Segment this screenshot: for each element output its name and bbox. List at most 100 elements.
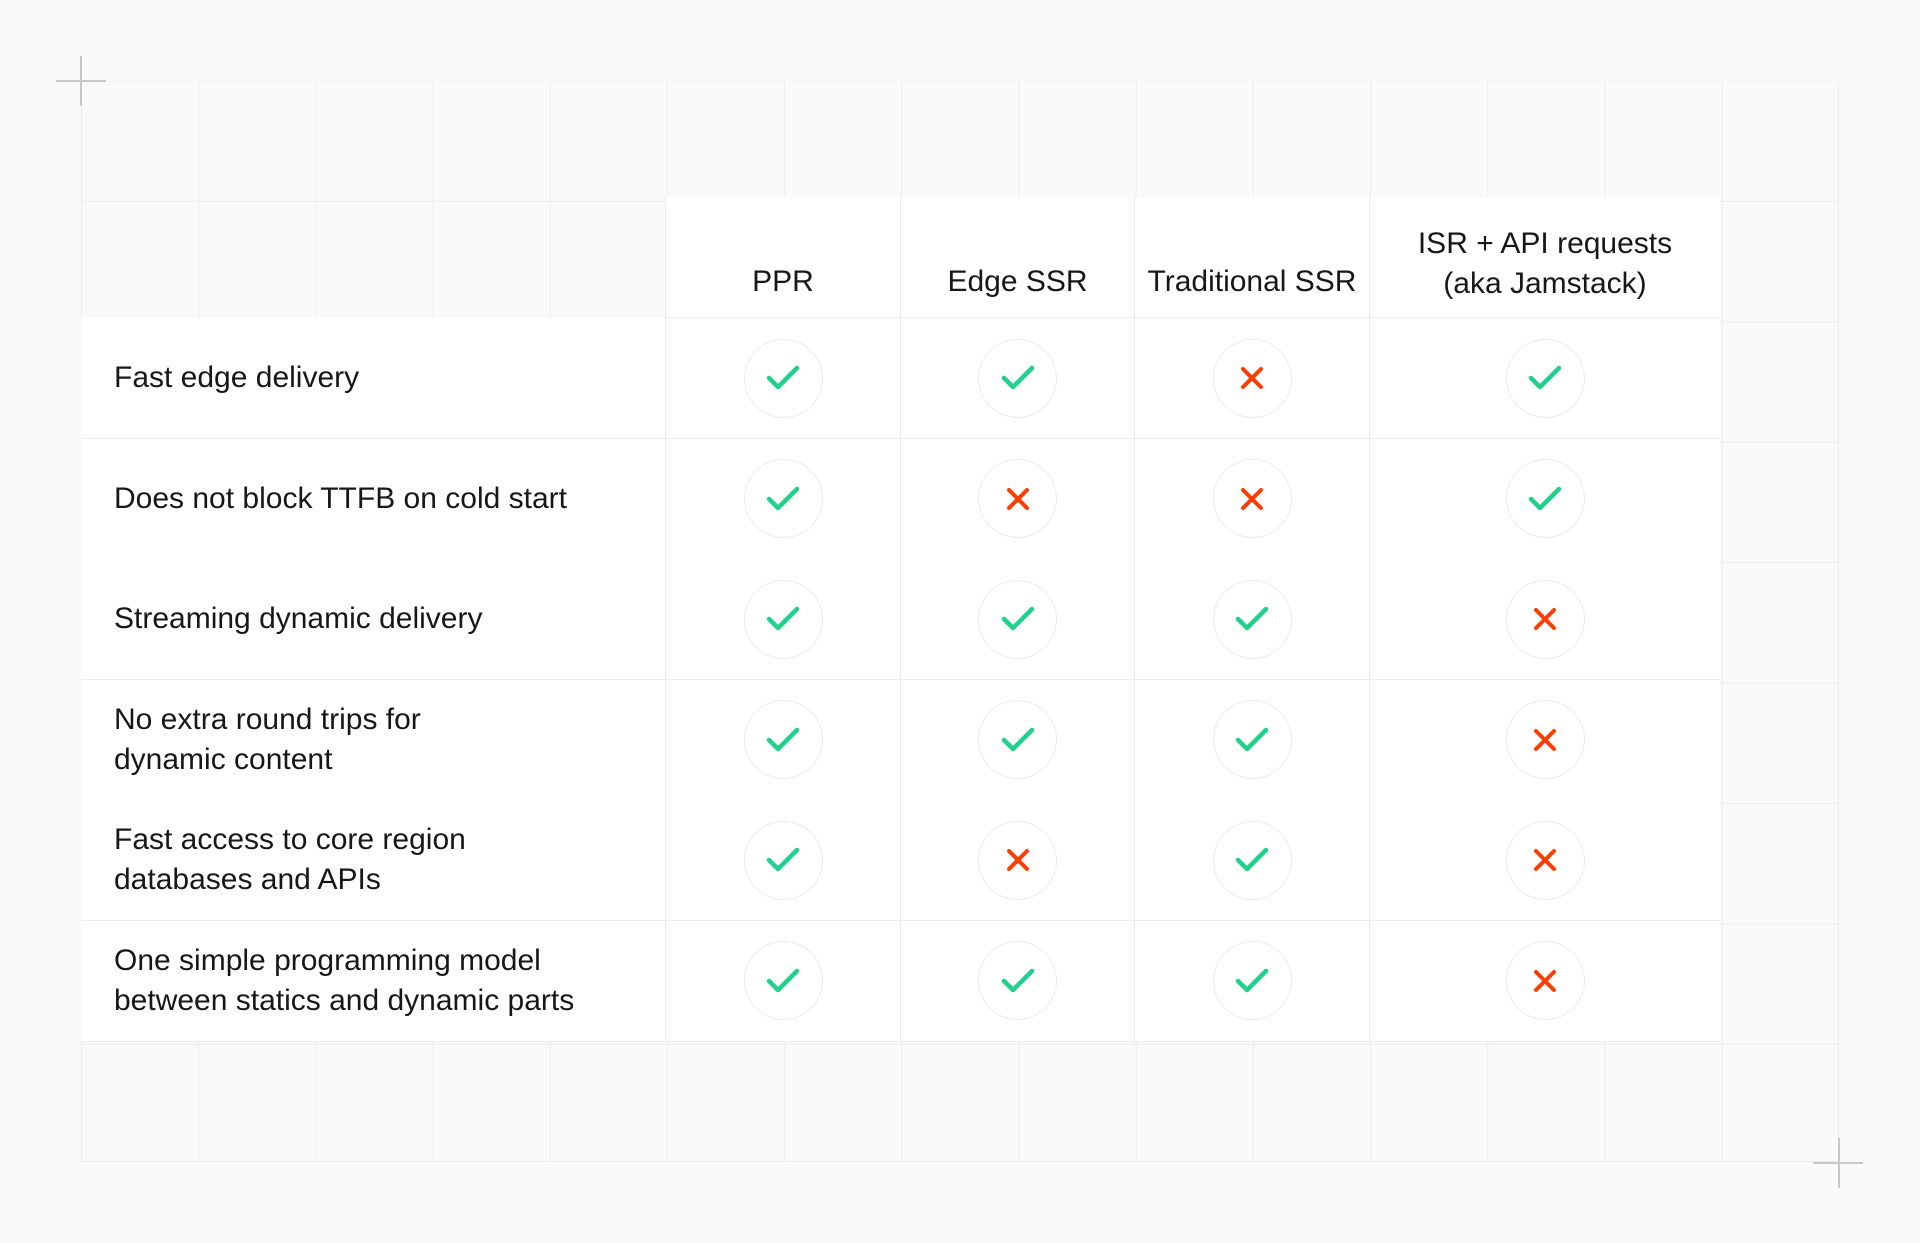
status-circle [743,941,823,1020]
cell-yes [665,920,900,1041]
status-circle [743,459,823,538]
cross-icon [1006,849,1029,871]
feature-label-line2: dynamic content [114,742,333,776]
status-circle [1212,338,1292,418]
cross-icon [1241,487,1263,510]
feature-label-line1: No extra round trips for [114,702,421,736]
check-icon [1001,365,1034,390]
check-icon [1001,606,1034,631]
status-circle [978,579,1057,659]
check-icon [766,727,800,751]
check-icon [766,847,800,872]
table-row: Streaming dynamic delivery [81,559,1720,680]
cell-yes [665,318,900,438]
status-circle [1212,941,1292,1020]
status-circle [1212,820,1292,900]
cell-yes [665,438,900,559]
status-circle [1212,579,1292,659]
status-circle [1505,700,1585,779]
table-row: Fast edge delivery [81,318,1720,439]
cell-yes [665,679,900,800]
cell-yes [1369,318,1720,438]
cell-no [1369,559,1720,679]
table-row: No extra round trips for dynamic content [81,679,1720,801]
corner-mark-bottom-right-v [1838,1138,1840,1188]
cross-icon [1534,728,1556,751]
feature-label: One simple programming model between stat… [114,921,654,1041]
cross-icon [1006,487,1029,510]
status-circle [1505,338,1585,418]
status-circle [978,338,1057,418]
table-header: PPR Edge SSR Traditional SSR ISR + API r… [665,197,1720,318]
cross-icon [1241,367,1263,389]
table-row: Does not block TTFB on cold start [81,438,1720,560]
check-icon [1528,486,1562,510]
check-icon [1235,727,1269,751]
cell-yes [900,559,1134,679]
feature-label: Streaming dynamic delivery [114,559,654,679]
status-circle [978,700,1057,779]
table-row: One simple programming model between stat… [81,920,1720,1042]
check-icon [1235,847,1269,872]
cell-no [1134,318,1369,438]
column-header-label-line2: (aka Jamstack) [1443,267,1647,300]
status-circle [743,579,823,659]
status-circle [1505,820,1585,900]
cross-icon [1534,969,1556,992]
cross-icon [1534,849,1556,871]
corner-mark-top-left-v [80,56,82,106]
cell-no [1369,800,1720,920]
cell-no [1369,679,1720,800]
check-icon [766,486,800,510]
feature-label-line1: Streaming dynamic delivery [114,602,483,635]
status-circle [743,338,823,418]
column-header-traditional-ssr: Traditional SSR [1134,197,1369,318]
cell-yes [1134,800,1369,920]
status-circle [743,700,823,779]
check-icon [1528,365,1562,390]
feature-label-line2: databases and APIs [114,863,381,896]
cross-icon [1534,608,1556,630]
cell-yes [900,318,1134,438]
cell-yes [1134,679,1369,800]
feature-label-line1: One simple programming model [114,943,541,977]
column-header-label-line1: ISR + API requests [1417,227,1673,260]
status-circle [743,820,823,900]
table-row: Fast access to core region databases and … [81,800,1720,921]
check-icon [1001,968,1034,992]
column-header-edge-ssr: Edge SSR [900,197,1134,318]
column-header-label: Edge SSR [947,265,1088,298]
status-circle [1212,700,1292,779]
status-circle [1505,579,1585,659]
feature-label-line1: Fast edge delivery [114,361,360,394]
cell-yes [665,800,900,920]
cell-no [1134,438,1369,559]
column-header-isr: ISR + API requests (aka Jamstack) [1369,197,1720,318]
column-header-ppr: PPR [665,197,900,318]
feature-label-line1: Fast access to core region [114,823,466,856]
cell-no [900,438,1134,559]
feature-label: No extra round trips for dynamic content [114,680,654,800]
status-circle [1505,459,1585,538]
cell-yes [1369,438,1720,559]
check-icon [766,968,800,992]
column-header-label: Traditional SSR [1147,265,1357,298]
feature-label: Fast access to core region databases and … [114,800,654,920]
cell-yes [665,559,900,679]
feature-label: Does not block TTFB on cold start [114,439,654,559]
check-icon [1235,968,1269,992]
cell-yes [900,679,1134,800]
check-icon [1235,606,1269,631]
cell-yes [1134,920,1369,1041]
cell-no [900,800,1134,920]
check-icon [1001,727,1034,751]
status-circle [978,941,1057,1020]
check-icon [766,606,800,631]
check-icon [766,365,800,390]
feature-label: Fast edge delivery [114,318,654,438]
cell-yes [900,920,1134,1041]
column-header-label: PPR [752,265,814,298]
feature-label-line2: between statics and dynamic parts [114,983,575,1017]
cell-no [1369,920,1720,1041]
status-circle [1212,459,1292,538]
